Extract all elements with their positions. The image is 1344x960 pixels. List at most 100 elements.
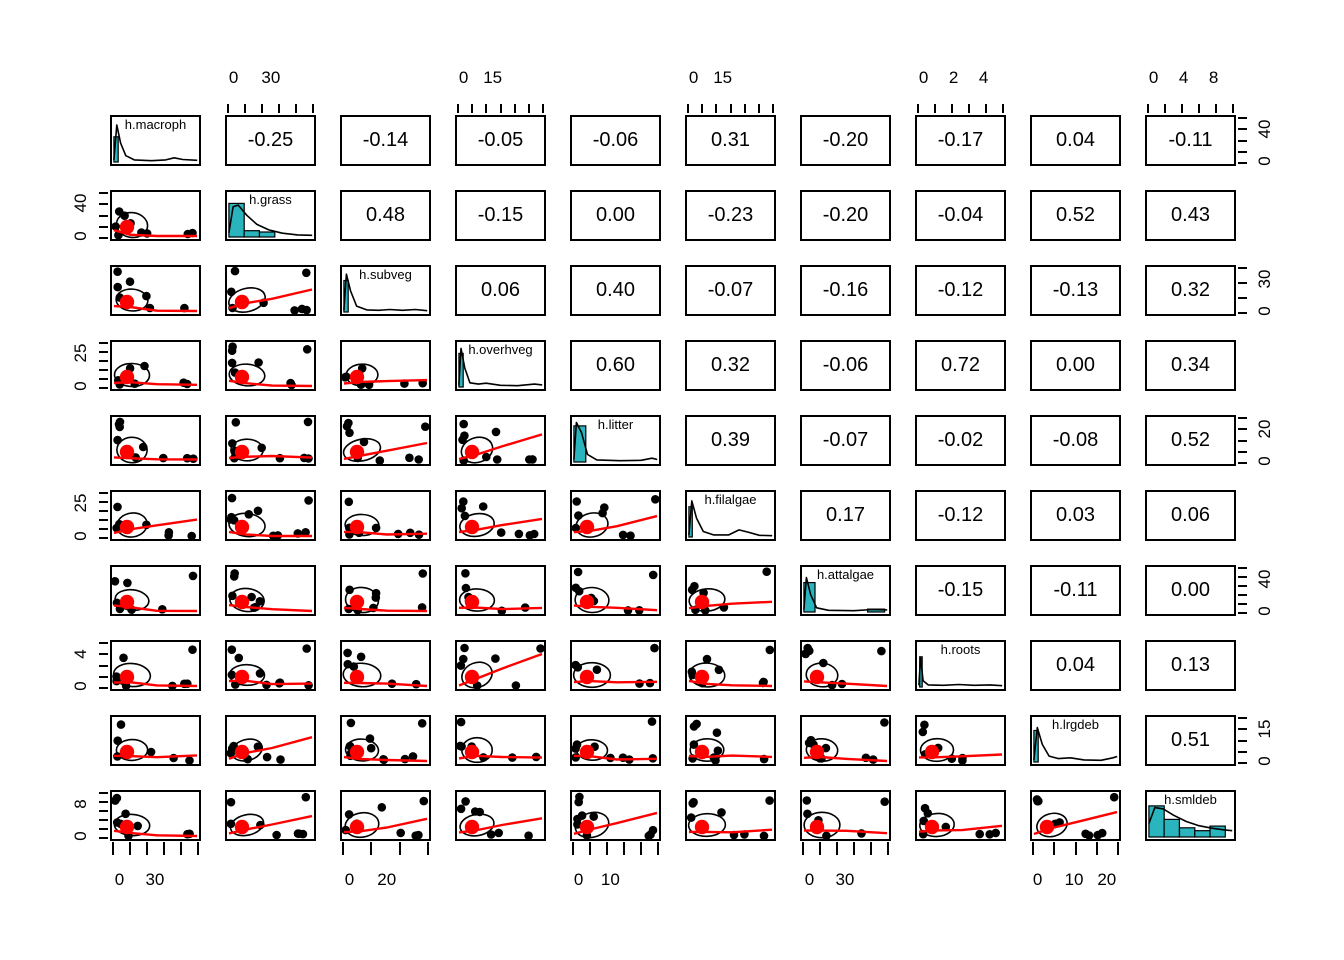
data-point <box>158 605 167 614</box>
data-point <box>765 645 774 655</box>
variable-label: h.grass <box>249 192 292 207</box>
lowess-line <box>458 652 543 687</box>
diagonal-panel-h.litter: h.litter <box>570 415 661 466</box>
axis-tick-label: 40 <box>1255 119 1274 139</box>
axis-tick <box>112 842 114 855</box>
mean-point <box>119 444 135 460</box>
mean-point <box>234 369 250 385</box>
correlation-ellipse <box>228 363 266 387</box>
axis-tick <box>163 842 165 855</box>
mean-point <box>119 594 135 610</box>
data-point <box>253 742 263 751</box>
data-point <box>113 435 122 445</box>
data-point <box>188 571 198 581</box>
axis-tick <box>99 519 108 521</box>
lowess-line <box>918 753 1003 759</box>
data-point <box>635 679 644 688</box>
axis-tick <box>819 842 821 855</box>
histogram-bar <box>258 231 276 238</box>
data-point <box>366 743 376 753</box>
data-point <box>185 756 194 764</box>
axis-tick <box>99 369 108 371</box>
scatter-panel <box>685 790 776 841</box>
lowess-line <box>228 454 313 460</box>
data-point <box>138 442 148 452</box>
axis-tick-label: 0 <box>1255 156 1274 166</box>
correlation-value: 0.32 <box>711 354 750 376</box>
data-point <box>371 523 381 533</box>
correlation-panel: 0.04 <box>1030 115 1121 166</box>
density-curve <box>918 656 1003 687</box>
scatter-panel <box>570 490 661 541</box>
axis-tick-label: 0 <box>573 870 584 889</box>
scatter-plot <box>687 567 773 614</box>
correlation-value: -0.16 <box>822 279 869 301</box>
scatter-plot <box>342 363 428 389</box>
axis-tick-label: 20 <box>1097 870 1117 889</box>
correlation-value: -0.04 <box>937 204 984 226</box>
axis-tick <box>1002 104 1004 113</box>
axis-tick <box>485 104 488 113</box>
mean-point <box>119 369 135 385</box>
axis-tick-label: 25 <box>71 493 90 513</box>
correlation-value: -0.15 <box>937 579 984 601</box>
scatter-plot <box>227 342 313 389</box>
diagonal-panel-h.subveg: h.subveg <box>340 265 431 316</box>
data-point <box>460 643 469 653</box>
scatter-plot <box>227 792 313 839</box>
data-point <box>228 591 237 601</box>
axis-tick <box>513 104 516 113</box>
scatter-plot <box>1032 792 1119 839</box>
data-point <box>257 443 266 453</box>
axis-tick-label: 20 <box>1255 419 1274 439</box>
correlation-panel: 0.04 <box>1030 640 1121 691</box>
correlation-value: 0.39 <box>711 429 750 451</box>
correlation-value: 0.04 <box>1056 654 1095 676</box>
axis-tick <box>1117 842 1119 855</box>
correlation-ellipse <box>342 662 382 688</box>
correlation-value: -0.05 <box>477 129 524 151</box>
variable-label: h.roots <box>940 642 981 657</box>
data-point <box>304 681 313 689</box>
data-point <box>592 665 602 674</box>
axis-tick <box>99 203 108 206</box>
data-point <box>618 530 628 539</box>
scatter-panel <box>340 415 431 466</box>
variable-label: h.attalgae <box>816 567 875 582</box>
data-point <box>461 797 470 806</box>
scatter-panel <box>800 640 891 691</box>
axis-tick-label: 20 <box>377 870 397 889</box>
scatter-plot <box>458 419 543 464</box>
axis-tick <box>1095 842 1098 855</box>
correlation-ellipse <box>229 813 265 837</box>
data-point <box>262 752 272 762</box>
scatter-plot <box>918 803 1003 839</box>
axis-tick <box>99 192 108 194</box>
mean-point <box>119 294 135 310</box>
scatter-plot <box>573 792 658 839</box>
axis-tick <box>1238 312 1247 314</box>
scatter-panel <box>570 640 661 691</box>
scatter-panel <box>915 715 1006 766</box>
data-point <box>458 435 467 445</box>
correlation-value: -0.12 <box>937 504 984 526</box>
correlation-value: 0.00 <box>1056 354 1095 376</box>
axis-tick <box>1238 162 1247 164</box>
scatter-panel <box>340 715 431 766</box>
axis-tick-label: 4 <box>978 68 989 87</box>
correlation-ellipse <box>116 436 148 464</box>
data-point <box>618 753 628 762</box>
scatter-plot <box>572 717 658 764</box>
axis-tick <box>99 342 108 344</box>
histogram-plot <box>1033 726 1118 763</box>
data-point <box>396 828 405 838</box>
data-point <box>418 569 428 578</box>
scatter-plot <box>227 736 313 764</box>
histogram-plot <box>1148 805 1233 838</box>
correlation-ellipse <box>458 588 496 612</box>
data-point <box>577 811 587 820</box>
data-point <box>491 654 500 663</box>
mean-point <box>234 294 250 310</box>
data-point <box>349 662 359 671</box>
